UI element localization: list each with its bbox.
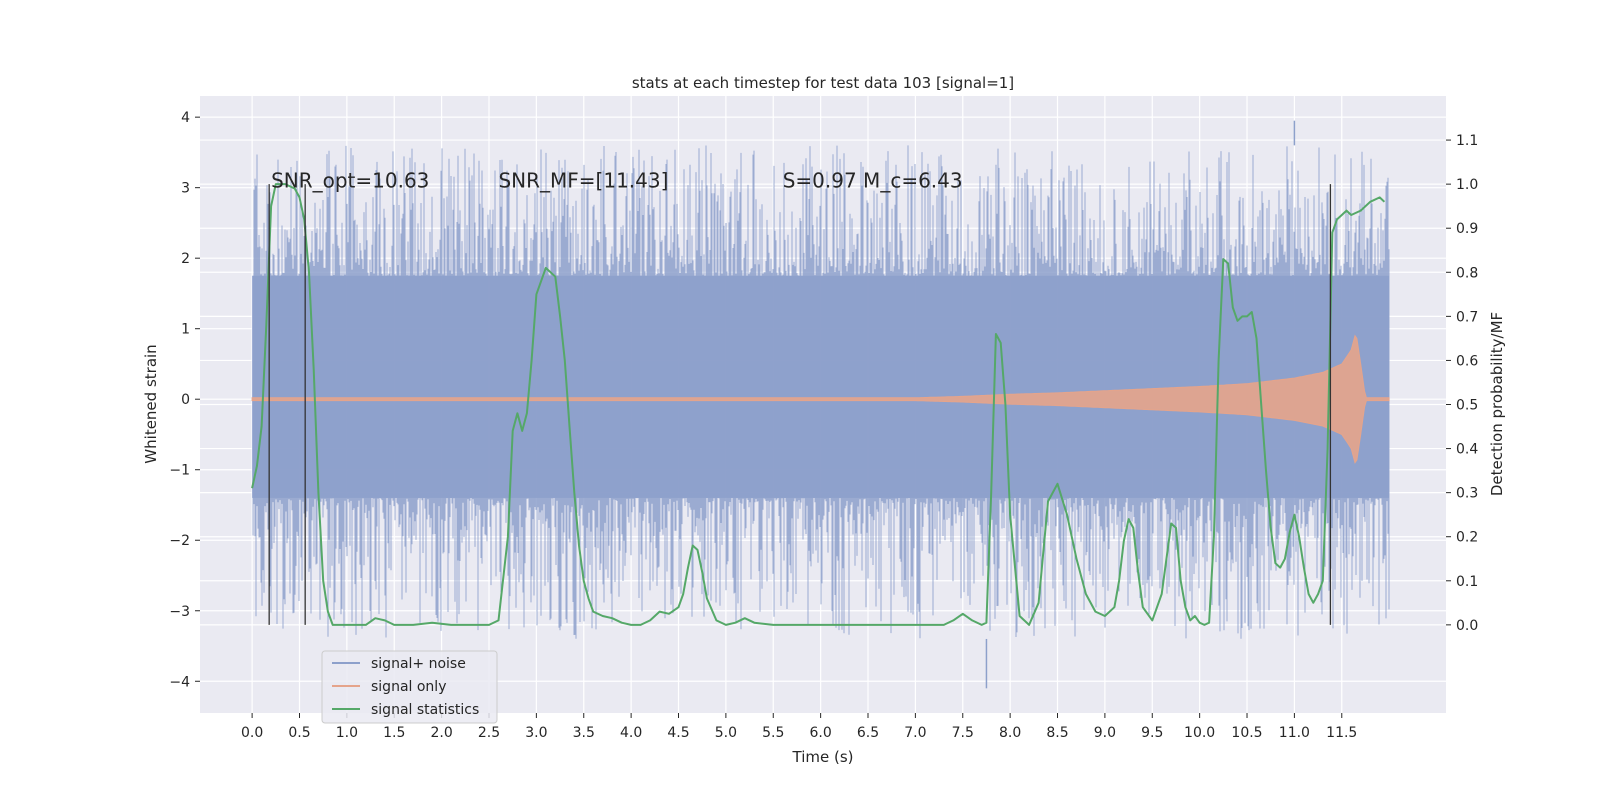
x-tick-label-11: 5.5 (762, 725, 784, 741)
annotations: SNR_opt=10.63 SNR_MF=[11.43] S=0.97 M_c=6.… (271, 169, 963, 193)
x-tick-label-13: 6.5 (857, 725, 879, 741)
x-tick-label-18: 9.0 (1094, 725, 1116, 741)
y-left-tick-label-6: 2 (181, 251, 190, 267)
x-tick-label-9: 4.5 (667, 725, 689, 741)
x-tick-label-17: 8.5 (1046, 725, 1068, 741)
y-right-axis-ticks: 0.0 0.1 0.2 0.3 0.4 0.5 0.6 0.7 0.8 0.9 1.0 1.1 (1446, 133, 1478, 634)
y-left-axis-label: Whitened strain (142, 344, 160, 463)
x-tick-label-2: 1.0 (336, 725, 358, 741)
x-tick-label-8: 4.0 (620, 725, 642, 741)
y-left-tick-label-8: 4 (181, 110, 190, 126)
y-left-tick-label-0: −4 (169, 674, 190, 690)
y-right-tick-label-2: 0.2 (1456, 530, 1478, 546)
legend: signal+ noise signal only signal statist… (321, 650, 498, 724)
y-right-tick-label-10: 1.0 (1456, 177, 1478, 193)
x-tick-label-21: 10.5 (1231, 725, 1262, 741)
legend-label-signal-only: signal only (371, 679, 446, 695)
series-signal-statistics (251, 183, 1386, 626)
x-tick-label-3: 1.5 (383, 725, 405, 741)
x-tick-label-20: 10.0 (1184, 725, 1215, 741)
y-right-tick-label-7: 0.7 (1456, 309, 1478, 325)
y-right-tick-label-11: 1.1 (1456, 133, 1478, 149)
x-axis-label: Time (s) (792, 748, 854, 766)
annotation-snr-opt: SNR_opt=10.63 (271, 169, 429, 193)
y-right-tick-label-3: 0.3 (1456, 486, 1478, 502)
x-tick-label-6: 3.0 (525, 725, 547, 741)
y-right-tick-label-1: 0.1 (1456, 574, 1478, 590)
x-tick-label-14: 7.0 (904, 725, 926, 741)
x-tick-label-19: 9.5 (1141, 725, 1163, 741)
annotation-snr-mf: SNR_MF=[11.43] (498, 169, 668, 193)
signal-only-envelope (251, 334, 1390, 464)
x-tick-label-12: 6.0 (809, 725, 831, 741)
x-tick-label-23: 11.5 (1326, 725, 1357, 741)
y-right-tick-label-0: 0.0 (1456, 618, 1478, 634)
x-tick-label-7: 3.5 (573, 725, 595, 741)
y-left-tick-label-3: −1 (169, 463, 190, 479)
y-right-tick-label-4: 0.4 (1456, 442, 1478, 458)
annotation-s-mc: S=0.97 M_c=6.43 (783, 169, 963, 193)
y-left-tick-label-4: 0 (181, 392, 190, 408)
x-tick-label-1: 0.5 (288, 725, 310, 741)
x-axis-ticks: 0.0 0.5 1.0 1.5 2.0 2.5 3.0 3.5 4.0 4.5 5.0 5.5 6.0 6… (241, 713, 1357, 741)
x-tick-label-0: 0.0 (241, 725, 263, 741)
y-right-tick-label-9: 0.9 (1456, 221, 1478, 237)
x-tick-label-5: 2.5 (478, 725, 500, 741)
y-right-axis-label: Detection probability/MF (1488, 312, 1506, 496)
legend-label-signal-statistics: signal statistics (371, 702, 479, 718)
y-right-tick-label-6: 0.6 (1456, 353, 1478, 369)
y-left-tick-label-7: 3 (181, 181, 190, 197)
y-left-axis-ticks: −4 −3 −2 −1 0 1 2 3 4 (169, 110, 200, 690)
y-left-tick-label-1: −3 (169, 604, 190, 620)
x-tick-label-10: 5.0 (715, 725, 737, 741)
x-tick-label-15: 7.5 (952, 725, 974, 741)
vertical-markers (268, 184, 1332, 625)
y-right-tick-label-5: 0.5 (1456, 398, 1478, 414)
legend-label-signal-plus-noise: signal+ noise (371, 656, 466, 672)
x-tick-label-16: 8.0 (999, 725, 1021, 741)
chart-title: stats at each timestep for test data 103… (632, 74, 1014, 92)
legend-box (321, 650, 498, 724)
signal-statistics-line (251, 183, 1386, 626)
x-tick-label-4: 2.0 (430, 725, 452, 741)
y-left-tick-label-2: −2 (169, 533, 190, 549)
y-right-tick-label-8: 0.8 (1456, 265, 1478, 281)
series-signal-only (251, 334, 1390, 464)
y-left-tick-label-5: 1 (181, 322, 190, 338)
x-tick-label-22: 11.0 (1279, 725, 1310, 741)
